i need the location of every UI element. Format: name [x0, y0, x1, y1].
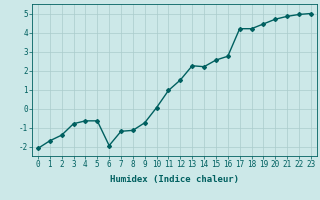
X-axis label: Humidex (Indice chaleur): Humidex (Indice chaleur) [110, 175, 239, 184]
